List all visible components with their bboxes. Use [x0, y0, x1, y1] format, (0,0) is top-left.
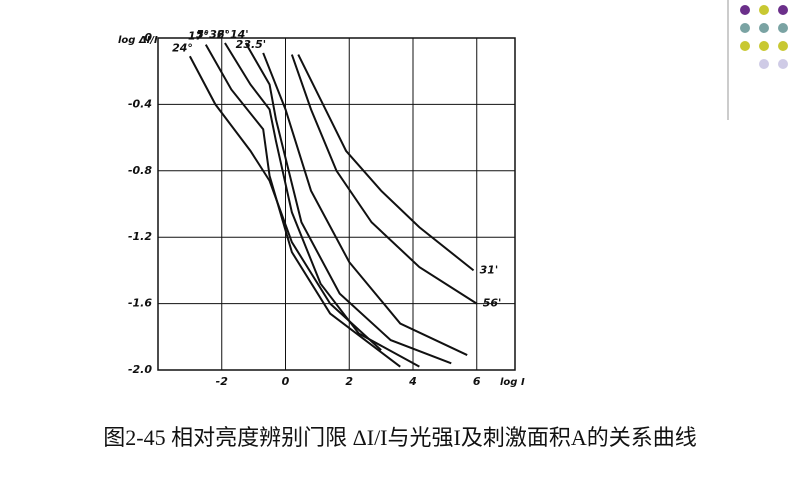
curve: [244, 42, 452, 365]
x-tick-label: 6: [473, 375, 481, 388]
curve-label: 24°: [172, 41, 193, 54]
y-tick-label: -1.6: [128, 297, 152, 310]
curve-label: 17°: [188, 30, 209, 43]
curve: [262, 52, 468, 356]
y-axis-label: log ΔI/I: [118, 35, 158, 46]
y-tick-label: -0.8: [128, 164, 152, 177]
y-tick-label: -2.0: [128, 363, 152, 376]
plot-frame: [157, 37, 516, 371]
x-tick-label: 0: [282, 375, 290, 388]
curve-label: 5°36': [196, 28, 228, 41]
y-tick-label: -1.2: [128, 230, 152, 243]
x-tick-label: 2: [345, 375, 353, 388]
curve: [290, 54, 478, 305]
y-tick-label: 0: [144, 31, 152, 44]
x-tick-label: -2: [216, 375, 229, 388]
x-tick-label: 4: [408, 375, 417, 388]
x-axis-label: log I: [500, 377, 525, 388]
curve: [224, 42, 420, 368]
curve-label: 23.5': [236, 38, 267, 51]
curve-label: 31': [480, 263, 499, 276]
caption: 图2-45 相对亮度辨别门限 ΔI/I与光强I及刺激面积A的关系曲线: [103, 425, 697, 450]
y-tick-label: -0.4: [128, 97, 152, 110]
curve: [188, 55, 382, 351]
curve-label: 56': [483, 297, 502, 310]
decor-dots: [740, 5, 788, 69]
curve: [204, 44, 401, 368]
curve-label: 2°14': [217, 28, 249, 41]
curve: [297, 54, 475, 272]
